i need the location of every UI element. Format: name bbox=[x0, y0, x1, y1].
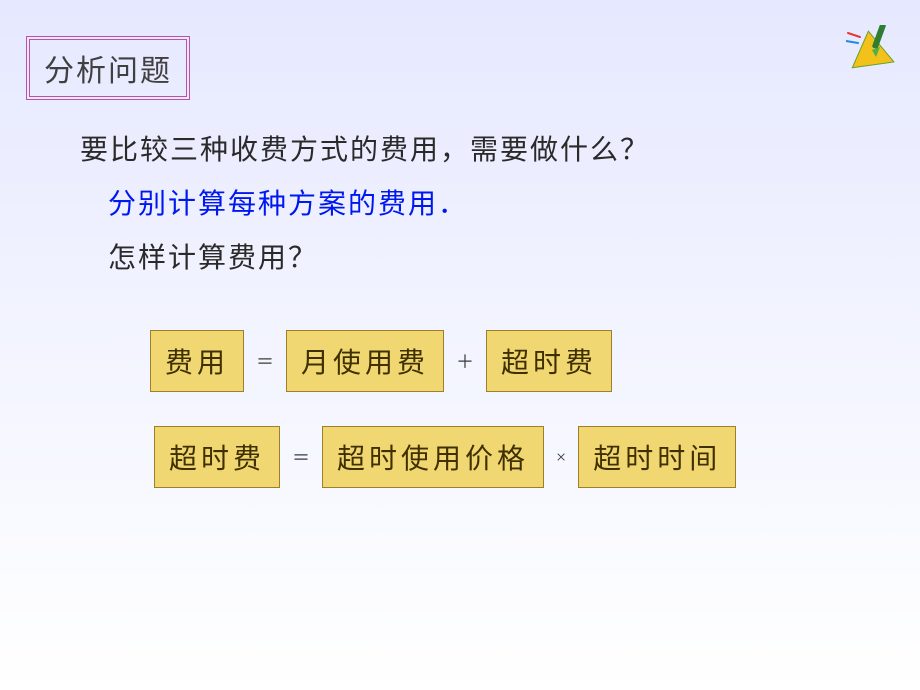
corner-icon bbox=[846, 25, 896, 70]
op-equals-2: ＝ bbox=[292, 444, 310, 470]
box-overtime-duration: 超时时间 bbox=[578, 426, 736, 488]
title-box: 分析问题 bbox=[26, 36, 190, 100]
op-plus: ＋ bbox=[456, 348, 474, 374]
question-1: 要比较三种收费方式的费用，需要做什么？ bbox=[80, 128, 860, 168]
title-text: 分析问题 bbox=[44, 55, 172, 88]
box-fee: 费用 bbox=[150, 330, 244, 392]
answer-1: 分别计算每种方案的费用． bbox=[108, 182, 860, 222]
box-overtime-fee: 超时费 bbox=[486, 330, 612, 392]
question-2: 怎样计算费用？ bbox=[108, 236, 860, 276]
motion-line-1 bbox=[848, 33, 860, 37]
op-equals-1: ＝ bbox=[256, 348, 274, 374]
equation-row-2: 超时费 ＝ 超时使用价格 × 超时时间 bbox=[0, 426, 920, 488]
box-overtime-price: 超时使用价格 bbox=[322, 426, 544, 488]
box-monthly-fee: 月使用费 bbox=[286, 330, 444, 392]
motion-line-2 bbox=[846, 41, 858, 43]
box-overtime-fee-2: 超时费 bbox=[154, 426, 280, 488]
slide: 分析问题 要比较三种收费方式的费用，需要做什么？ 分别计算每种方案的费用． 怎样… bbox=[0, 0, 920, 690]
equation-row-1: 费用 ＝ 月使用费 ＋ 超时费 bbox=[0, 330, 920, 392]
op-times: × bbox=[556, 447, 566, 468]
equation-area: 费用 ＝ 月使用费 ＋ 超时费 超时费 ＝ 超时使用价格 × 超时时间 bbox=[0, 330, 920, 522]
content-block: 要比较三种收费方式的费用，需要做什么？ 分别计算每种方案的费用． 怎样计算费用？ bbox=[80, 128, 860, 290]
